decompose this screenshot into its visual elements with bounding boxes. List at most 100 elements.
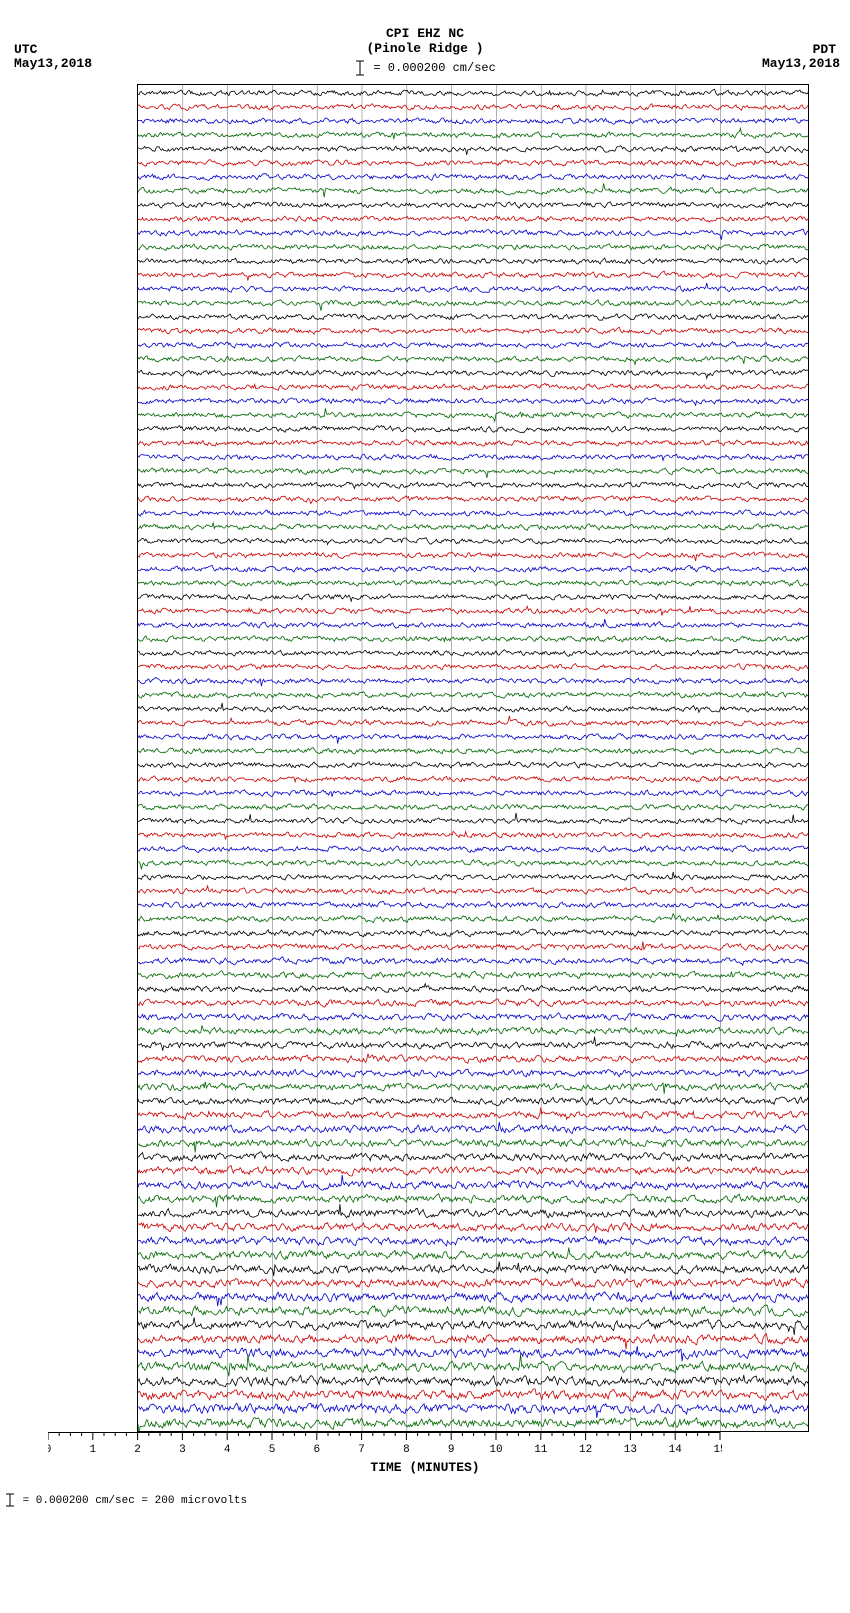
utc-hour-label: 20:00: [137, 815, 138, 827]
seismic-trace: [138, 1222, 809, 1232]
pdt-hour-label: 21:15: [808, 1263, 809, 1275]
timezone-left: UTC: [14, 42, 37, 57]
seismic-trace: [138, 523, 809, 531]
seismic-trace: [138, 804, 809, 811]
seismic-trace: [138, 244, 809, 251]
seismic-trace: [138, 1069, 809, 1077]
svg-text:15: 15: [713, 1444, 722, 1456]
utc-hour-label: 04:00: [137, 1263, 138, 1275]
timezone-right: PDT: [813, 42, 836, 57]
svg-text:1: 1: [89, 1444, 96, 1456]
seismic-trace: [138, 1054, 809, 1064]
seismic-trace: [138, 971, 809, 979]
x-axis-title: TIME (MINUTES): [0, 1458, 850, 1475]
utc-hour-label: 13:00: [137, 423, 138, 435]
seismic-trace: [138, 941, 809, 950]
pdt-hour-label: 06:15: [808, 423, 809, 435]
svg-text:11: 11: [534, 1444, 548, 1456]
utc-hour-label: 02:00: [137, 1151, 138, 1163]
seismic-trace: [138, 999, 809, 1007]
seismic-trace: [138, 678, 809, 687]
seismic-trace: [138, 216, 809, 222]
seismic-trace: [138, 1108, 809, 1120]
seismic-trace: [138, 957, 809, 966]
seismic-trace: [138, 748, 809, 755]
seismic-trace: [138, 1346, 809, 1361]
pdt-hour-label: 10:15: [808, 647, 809, 659]
seismogram-plot: UTC May13,2018 PDT May13,2018 CPI EHZ NC…: [0, 0, 850, 1513]
seismic-trace: [138, 426, 809, 433]
utc-hour-label: 17:00: [137, 647, 138, 659]
seismic-trace: [138, 831, 809, 839]
seismic-trace: [138, 650, 809, 657]
seismic-trace: [138, 482, 809, 489]
seismic-trace: [138, 283, 809, 293]
utc-hour-label: 06:00: [137, 1375, 138, 1387]
utc-hour-label: 03:00: [137, 1207, 138, 1219]
seismic-trace: [138, 300, 809, 311]
seismic-trace: [138, 160, 809, 167]
seismic-trace: [138, 1013, 809, 1021]
date-right: May13,2018: [762, 56, 840, 71]
pdt-hour-label: 23:15: [808, 1375, 809, 1387]
seismic-trace: [138, 1278, 809, 1288]
utc-hour-label: 08:00: [137, 143, 138, 155]
pdt-hour-label: 05:15: [808, 367, 809, 379]
seismic-trace: [138, 327, 809, 334]
pdt-hour-label: 20:15: [808, 1207, 809, 1219]
seismic-trace: [138, 860, 809, 870]
seismic-trace: [138, 619, 809, 628]
seismic-trace: [138, 813, 809, 824]
seismic-trace: [138, 440, 809, 447]
seismic-trace: [138, 398, 809, 405]
seismic-trace: [138, 1204, 809, 1218]
utc-hour-label: 21:00: [137, 871, 138, 883]
seismic-trace: [138, 408, 809, 421]
seismic-trace: [138, 580, 809, 586]
pdt-hour-label: 15:15: [808, 927, 809, 939]
pdt-hour-label: 13:15: [808, 815, 809, 827]
seismic-trace: [138, 552, 809, 561]
svg-text:12: 12: [579, 1444, 592, 1456]
seismic-trace: [138, 1291, 809, 1307]
seismic-trace: [138, 104, 809, 111]
seismic-trace: [138, 664, 809, 671]
pdt-hour-label: 11:15: [808, 703, 809, 715]
pdt-hour-label: 09:15: [808, 591, 809, 603]
seismic-trace: [138, 716, 809, 726]
svg-text:9: 9: [448, 1444, 455, 1456]
seismic-trace: [138, 1175, 809, 1190]
seismic-trace: [138, 510, 809, 516]
svg-text:0: 0: [48, 1444, 51, 1456]
seismic-trace: [138, 258, 809, 264]
seismic-trace: [138, 1097, 809, 1106]
footer-scale: = 0.000200 cm/sec = 200 microvolts: [0, 1475, 850, 1513]
seismic-trace: [138, 1166, 809, 1176]
svg-text:10: 10: [489, 1444, 502, 1456]
seismic-trace: [138, 1334, 809, 1349]
utc-hour-label: 05:00: [137, 1319, 138, 1331]
amplitude-scale: = 0.000200 cm/sec: [0, 56, 850, 84]
utc-hour-label: 01:00: [137, 1095, 138, 1107]
seismic-trace: [138, 902, 809, 909]
date-left: May13,2018: [14, 56, 92, 71]
utc-hour-label: 11:00: [137, 311, 138, 323]
seismic-trace: [138, 146, 809, 155]
seismic-trace: [138, 776, 809, 782]
pdt-hour-label: 16:15: [808, 983, 809, 995]
seismic-trace: [138, 468, 809, 478]
seismic-trace: [138, 314, 809, 321]
station-code: CPI EHZ NC: [0, 0, 850, 41]
seismic-trace: [138, 89, 809, 96]
seismic-trace: [138, 1248, 809, 1260]
seismic-trace: [138, 1305, 809, 1317]
pdt-hour-label: 01:15: [808, 143, 809, 155]
seismic-trace: [138, 342, 809, 349]
seismic-trace: [138, 846, 809, 853]
svg-text:13: 13: [624, 1444, 637, 1456]
svg-text:7: 7: [358, 1444, 365, 1456]
seismic-trace: [138, 594, 809, 601]
utc-hour-label: 14:00: [137, 479, 138, 491]
pdt-hour-label: 14:15: [808, 871, 809, 883]
seismic-trace: [138, 1262, 809, 1276]
